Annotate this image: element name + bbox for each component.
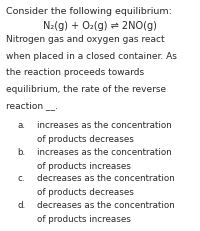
Text: increases as the concentration: increases as the concentration	[37, 121, 172, 130]
Text: of products increases: of products increases	[37, 161, 131, 170]
Text: b.: b.	[17, 147, 25, 156]
Text: equilibrium, the rate of the reverse: equilibrium, the rate of the reverse	[6, 85, 166, 94]
Text: a.: a.	[17, 121, 25, 130]
Text: d.: d.	[17, 200, 25, 209]
Text: Nitrogen gas and oxygen gas react: Nitrogen gas and oxygen gas react	[6, 35, 165, 44]
Text: of products increases: of products increases	[37, 214, 131, 223]
Text: decreases as the concentration: decreases as the concentration	[37, 174, 175, 183]
Text: N₂(g) + O₂(g) ⇌ 2NO(g): N₂(g) + O₂(g) ⇌ 2NO(g)	[43, 21, 157, 31]
Text: reaction __.: reaction __.	[6, 101, 58, 110]
Text: the reaction proceeds towards: the reaction proceeds towards	[6, 68, 144, 77]
Text: of products decreases: of products decreases	[37, 188, 134, 197]
Text: Consider the following equilibrium:: Consider the following equilibrium:	[6, 7, 172, 16]
Text: of products decreases: of products decreases	[37, 134, 134, 143]
Text: increases as the concentration: increases as the concentration	[37, 147, 172, 156]
Text: when placed in a closed container. As: when placed in a closed container. As	[6, 51, 177, 60]
Text: decreases as the concentration: decreases as the concentration	[37, 200, 175, 209]
Text: c.: c.	[17, 174, 24, 183]
